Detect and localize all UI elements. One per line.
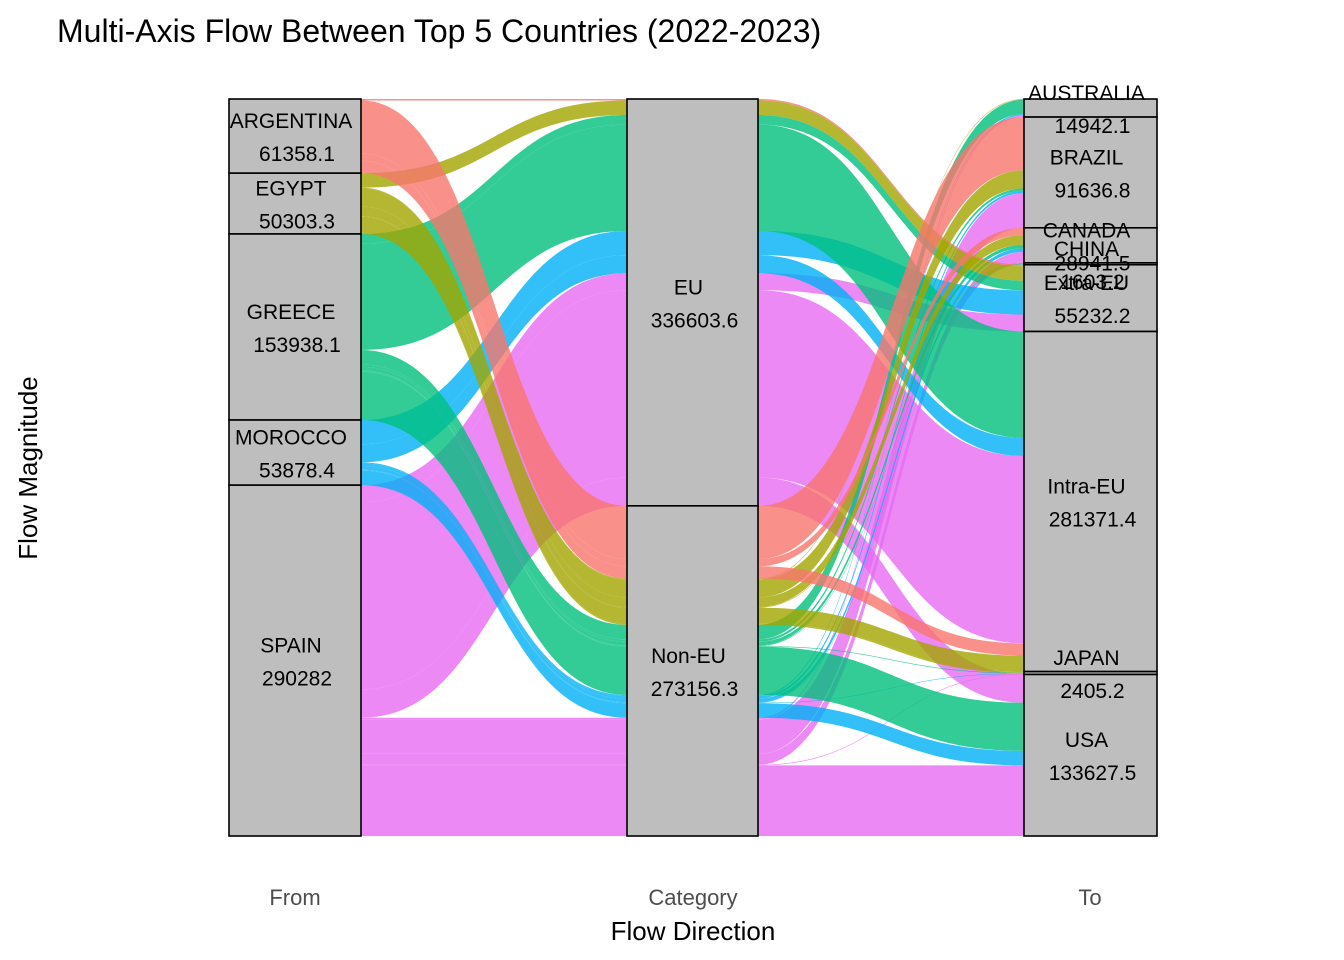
flow-argentina-eu-extra-eu — [361, 99, 1024, 267]
flow-argentina-non-eu-intra-eu — [361, 160, 1024, 656]
flow-greece-eu-extra-eu — [361, 114, 1024, 291]
node-to-intra-eu — [1023, 330, 1158, 673]
y-axis-title: Flow Magnitude — [13, 376, 43, 560]
flow-morocco-eu-intra-eu — [361, 255, 1024, 463]
axis-tick-from: From — [269, 885, 320, 910]
node-label-canada: CANADA — [1043, 219, 1131, 242]
flow-argentina-non-eu-canada — [361, 153, 1024, 567]
chart-title: Multi-Axis Flow Between Top 5 Countries … — [57, 13, 821, 49]
node-label-usa: USA — [1065, 729, 1108, 752]
node-from-greece — [228, 233, 362, 421]
node-value-canada: 28941.5 — [1055, 252, 1131, 275]
nodes-layer — [228, 98, 1158, 837]
node-label-china: CHINA — [1054, 238, 1119, 261]
node-value-greece: 153938.1 — [253, 334, 341, 357]
node-value-usa: 133627.5 — [1049, 762, 1137, 785]
flow-greece-non-eu-australia — [361, 99, 1024, 640]
node-category-eu — [626, 98, 759, 507]
node-from-spain — [228, 484, 362, 837]
node-label-non-eu: Non-EU — [651, 645, 726, 668]
flow-argentina-non-eu-brazil — [361, 100, 1024, 560]
node-category-non-eu — [626, 505, 759, 837]
node-value-australia: 14942.1 — [1055, 115, 1131, 138]
node-label-intra-eu: Intra-EU — [1047, 476, 1125, 499]
node-value-extra-eu: 55232.2 — [1055, 305, 1131, 328]
flow-morocco-non-eu-canada — [361, 248, 1024, 703]
node-value-argentina: 61358.1 — [259, 143, 335, 166]
flow-morocco-eu-extra-eu — [361, 230, 1024, 445]
node-value-intra-eu: 281371.4 — [1049, 509, 1137, 532]
node-from-argentina — [228, 98, 362, 174]
node-label-australia: AUSTRALIA — [1028, 82, 1145, 105]
node-value-non-eu: 273156.3 — [651, 678, 739, 701]
node-label-spain: SPAIN — [260, 635, 321, 658]
flows-layer — [361, 99, 1024, 837]
flow-spain-eu-intra-eu — [361, 290, 1024, 690]
node-label-greece: GREECE — [247, 301, 336, 324]
node-label-morocco: MOROCCO — [235, 427, 347, 450]
flow-spain-eu-extra-eu — [361, 273, 1024, 503]
node-value-spain: 290282 — [262, 668, 332, 691]
node-label-extra-eu: Extra-EU — [1044, 272, 1129, 295]
node-to-extra-eu — [1023, 263, 1158, 333]
flow-egypt-non-eu-brazil — [361, 170, 1024, 598]
node-value-morocco: 53878.4 — [259, 460, 335, 483]
node-label-egypt: EGYPT — [255, 178, 326, 201]
node-value-egypt: 50303.3 — [259, 211, 335, 234]
node-value-japan: 2405.2 — [1060, 680, 1124, 703]
node-value-brazil: 91636.8 — [1055, 179, 1131, 202]
node-value-china: 1603.2 — [1060, 271, 1124, 294]
flow-greece-eu-intra-eu — [361, 124, 1024, 438]
x-axis-title: Flow Direction — [611, 916, 776, 946]
flow-spain-non-eu-usa — [361, 765, 1024, 837]
node-label-eu: EU — [674, 276, 703, 299]
node-value-eu: 336603.6 — [651, 309, 739, 332]
node-to-brazil — [1023, 116, 1158, 229]
flow-greece-non-eu-canada — [361, 244, 1024, 646]
node-to-usa — [1023, 673, 1158, 837]
flow-egypt-eu-extra-eu — [361, 100, 1024, 281]
flow-morocco-non-eu-usa — [361, 470, 1024, 766]
node-label-argentina: ARGENTINA — [230, 110, 353, 133]
flow-greece-non-eu-usa — [361, 371, 1024, 751]
node-label-brazil: BRAZIL — [1050, 146, 1124, 169]
flow-egypt-non-eu-intra-eu — [361, 216, 1024, 672]
axis-tick-category: Category — [648, 885, 737, 910]
node-label-japan: JAPAN — [1053, 647, 1119, 670]
labels-layer: ARGENTINA 61358.1 EGYPT 50303.3 GREECE 153938… — [230, 82, 1145, 785]
flow-egypt-non-eu-canada — [361, 206, 1024, 608]
axis-tick-to: To — [1078, 885, 1101, 910]
